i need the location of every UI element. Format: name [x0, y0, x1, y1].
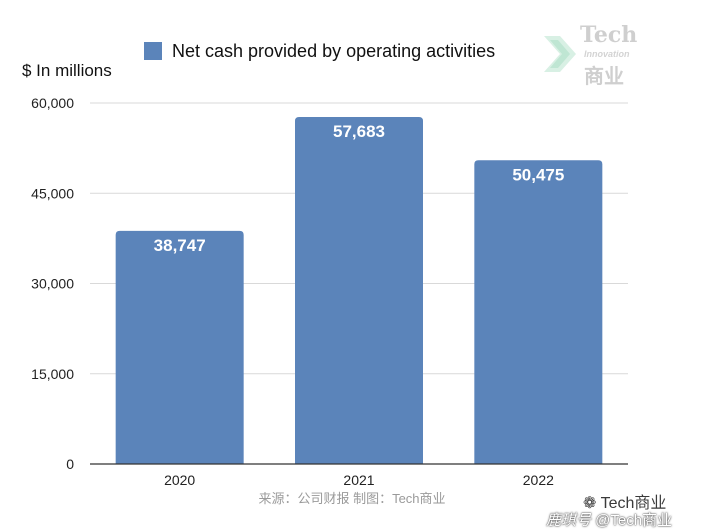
bars: [115, 116, 603, 465]
legend-swatch: [144, 42, 162, 60]
watermark-subtitle: Innovation: [584, 49, 630, 59]
platform-badge-label: @Tech商业: [591, 512, 673, 529]
chevron-logo-icon: [544, 36, 576, 72]
source-caption: 来源：公司财报 制图：Tech商业: [258, 491, 446, 506]
watermark-cn: 商业: [584, 66, 624, 88]
data-label-2022: 50,475: [512, 165, 564, 184]
legend-label: Net cash provided by operating activitie…: [172, 41, 495, 61]
wechat-icon: ❁: [583, 495, 597, 512]
x-tick-label: 2021: [343, 472, 374, 488]
x-tick-label: 2020: [164, 472, 195, 488]
bar-2021: [295, 116, 423, 465]
data-labels: 38,747 57,683 50,475: [154, 122, 565, 255]
y-tick-label: 15,000: [31, 366, 74, 382]
platform-badge-prefix: 鹿琪号: [546, 512, 592, 529]
y-tick-label: 30,000: [31, 276, 74, 292]
wechat-badge: ❁ Tech商业: [583, 489, 666, 513]
data-label-2020: 38,747: [154, 236, 206, 255]
x-axis-ticks: 2020 2021 2022: [164, 472, 554, 488]
data-label-2021: 57,683: [333, 122, 385, 141]
platform-badge: 鹿琪号 @Tech商业: [546, 509, 672, 530]
bar-2020: [115, 230, 244, 464]
bar-2022: [474, 160, 603, 464]
watermark: Tech Innovation 商业: [540, 22, 650, 88]
x-tick-label: 2022: [523, 472, 554, 488]
watermark-title: Tech: [580, 22, 638, 48]
y-axis-label: $ In millions: [22, 61, 112, 80]
wechat-badge-label: Tech商业: [600, 495, 667, 512]
y-tick-label: 45,000: [31, 185, 74, 201]
y-tick-label: 60,000: [31, 95, 74, 111]
y-tick-label: 0: [66, 456, 74, 472]
y-axis-ticks: 0 15,000 30,000 45,000 60,000: [31, 95, 74, 472]
